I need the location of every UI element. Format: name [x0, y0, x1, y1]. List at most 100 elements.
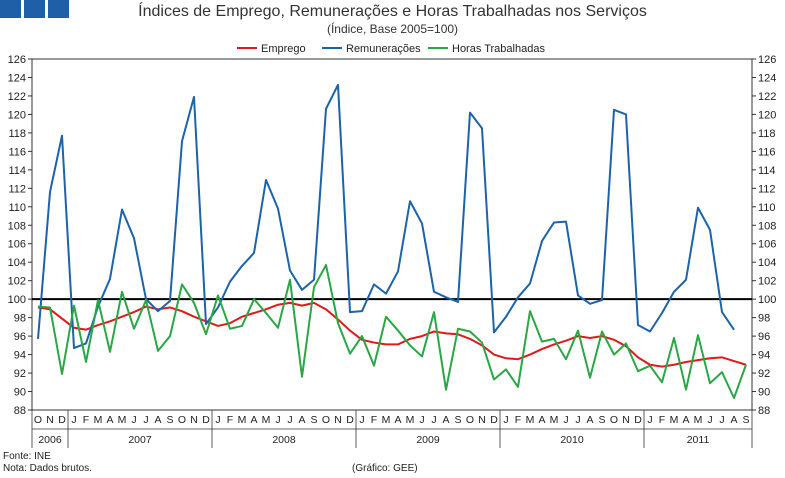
y-tick-label-left: 110 — [8, 202, 26, 214]
x-month-label: O — [466, 414, 474, 426]
x-month-label: F — [83, 414, 89, 426]
x-month-label: S — [310, 414, 317, 426]
x-month-label: M — [118, 414, 127, 426]
y-tick-label-left: 104 — [8, 257, 26, 269]
y-tick-label-right: 104 — [758, 257, 776, 269]
x-year-label: 2007 — [128, 434, 152, 446]
x-month-label: A — [586, 414, 593, 426]
x-month-label: N — [478, 414, 486, 426]
chart-credit: (Gráfico: GEE) — [352, 463, 418, 474]
x-month-label: A — [154, 414, 161, 426]
x-month-label: A — [250, 414, 257, 426]
x-month-label: M — [550, 414, 559, 426]
x-month-label: S — [166, 414, 173, 426]
y-tick-label-right: 100 — [758, 294, 776, 306]
x-month-label: A — [298, 414, 305, 426]
plot-frame — [31, 58, 753, 411]
legend-label: Horas Trabalhadas — [452, 43, 545, 55]
y-tick-label-left: 122 — [8, 91, 26, 103]
x-month-label: N — [622, 414, 630, 426]
x-month-label: S — [598, 414, 605, 426]
x-month-label: J — [431, 414, 436, 426]
x-month-label: J — [71, 414, 76, 426]
logo-block — [0, 0, 21, 18]
x-month-label: J — [131, 414, 136, 426]
y-tick-label-left: 120 — [8, 109, 26, 121]
x-month-label: A — [682, 414, 689, 426]
y-tick-label-right: 92 — [758, 368, 770, 380]
x-month-label: J — [143, 414, 148, 426]
y-tick-label-left: 102 — [8, 276, 26, 288]
y-tick-label-right: 96 — [758, 331, 770, 343]
x-month-label: J — [215, 414, 220, 426]
y-tick-label-left: 90 — [14, 387, 26, 399]
y-tick-label-left: 112 — [8, 183, 26, 195]
brand-logo — [0, 0, 69, 18]
x-month-label: O — [178, 414, 186, 426]
x-month-label: S — [742, 414, 749, 426]
y-tick-label-left: 94 — [14, 350, 26, 362]
x-month-label: M — [694, 414, 703, 426]
y-tick-label-left: 106 — [8, 239, 26, 251]
y-tick-label-right: 118 — [758, 128, 776, 140]
y-tick-label-left: 116 — [8, 146, 26, 158]
x-month-label: A — [106, 414, 113, 426]
y-tick-label-right: 124 — [758, 72, 776, 84]
y-tick-label-right: 94 — [758, 350, 770, 362]
x-month-label: F — [227, 414, 233, 426]
chart-subtitle: (Índice, Base 2005=100) — [326, 22, 459, 36]
legend-label: Emprego — [261, 43, 306, 55]
x-month-label: J — [647, 414, 652, 426]
x-month-label: J — [359, 414, 364, 426]
x-month-label: A — [394, 414, 401, 426]
x-month-label: O — [322, 414, 330, 426]
series-line-horas-trabalhadas — [37, 263, 747, 399]
x-month-label: J — [575, 414, 580, 426]
y-tick-label-right: 112 — [758, 183, 776, 195]
x-year-label: 2011 — [687, 434, 710, 446]
x-month-label: J — [275, 414, 280, 426]
y-tick-label-right: 98 — [758, 313, 770, 325]
y-tick-label-left: 100 — [8, 294, 26, 306]
y-tick-label-right: 106 — [758, 239, 776, 251]
y-tick-label-right: 126 — [758, 54, 776, 66]
x-month-label: J — [287, 414, 292, 426]
x-month-label: J — [563, 414, 568, 426]
y-tick-label-left: 124 — [8, 72, 26, 84]
x-month-label: M — [382, 414, 391, 426]
x-month-label: J — [719, 414, 724, 426]
x-month-label: D — [490, 414, 498, 426]
x-month-label: M — [262, 414, 271, 426]
logo-block — [24, 0, 45, 18]
y-tick-label-left: 98 — [14, 313, 26, 325]
data-note: Nota: Dados brutos. — [3, 463, 92, 474]
x-month-label: A — [538, 414, 545, 426]
y-tick-label-right: 122 — [758, 91, 776, 103]
x-month-label: D — [634, 414, 642, 426]
x-month-label: M — [94, 414, 103, 426]
y-tick-label-right: 90 — [758, 387, 770, 399]
x-month-label: F — [659, 414, 665, 426]
x-month-label: N — [190, 414, 198, 426]
x-month-label: A — [730, 414, 737, 426]
x-month-label: M — [670, 414, 679, 426]
y-tick-label-right: 102 — [758, 276, 776, 288]
x-month-label: D — [58, 414, 66, 426]
legend-label: Remunerações — [346, 43, 421, 55]
x-month-label: F — [515, 414, 521, 426]
y-tick-label-left: 114 — [8, 165, 26, 177]
x-month-label: M — [526, 414, 535, 426]
y-tick-label-right: 116 — [758, 146, 776, 158]
x-month-label: D — [202, 414, 210, 426]
y-tick-label-left: 88 — [14, 405, 26, 417]
x-month-label: F — [371, 414, 377, 426]
chart-title: Índices de Emprego, Remunerações e Horas… — [138, 3, 647, 20]
series-line-emprego — [37, 301, 747, 368]
x-year-label: 2009 — [416, 434, 440, 446]
x-month-label: J — [707, 414, 712, 426]
x-month-label: J — [419, 414, 424, 426]
x-year-label: 2006 — [38, 434, 62, 446]
logo-block — [48, 0, 69, 18]
source-note: Fonte: INE — [3, 451, 51, 462]
